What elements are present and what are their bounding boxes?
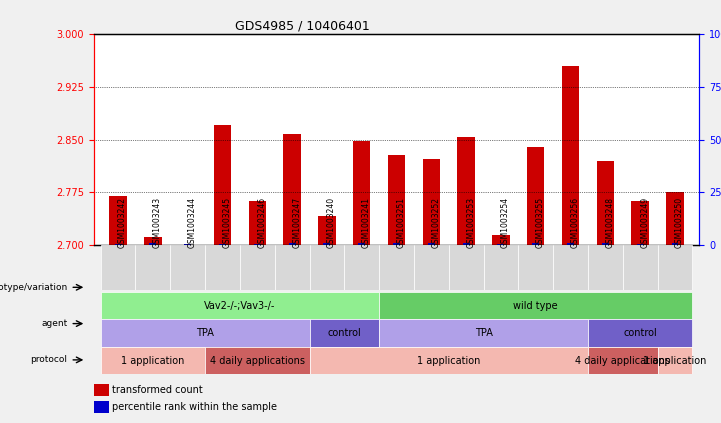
Bar bbox=[309, 245, 345, 290]
Text: GSM1003252: GSM1003252 bbox=[431, 197, 441, 247]
Bar bbox=[379, 319, 588, 347]
Bar bbox=[205, 347, 309, 374]
Text: percentile rank within the sample: percentile rank within the sample bbox=[112, 402, 277, 412]
Bar bbox=[632, 201, 649, 245]
Bar bbox=[353, 141, 371, 245]
Bar bbox=[588, 319, 692, 347]
Bar bbox=[588, 245, 623, 290]
Bar bbox=[492, 235, 510, 245]
Text: genotype/variation: genotype/variation bbox=[0, 283, 68, 292]
Bar bbox=[101, 319, 309, 347]
Text: 4 daily applications: 4 daily applications bbox=[575, 356, 671, 365]
Text: GSM1003242: GSM1003242 bbox=[118, 197, 127, 247]
Bar bbox=[110, 196, 127, 245]
Bar bbox=[658, 347, 692, 374]
Bar bbox=[309, 347, 588, 374]
Text: GSM1003250: GSM1003250 bbox=[675, 196, 684, 247]
Bar bbox=[497, 244, 505, 245]
Text: protocol: protocol bbox=[30, 355, 68, 364]
Bar bbox=[101, 245, 136, 290]
Bar bbox=[484, 245, 518, 290]
Bar bbox=[388, 155, 405, 245]
Bar bbox=[283, 134, 301, 245]
Text: GSM1003255: GSM1003255 bbox=[536, 196, 545, 247]
Bar bbox=[101, 347, 205, 374]
Bar bbox=[115, 244, 122, 245]
Bar bbox=[658, 245, 692, 290]
Bar bbox=[428, 243, 435, 245]
Text: TPA: TPA bbox=[474, 328, 492, 338]
Text: GSM1003244: GSM1003244 bbox=[187, 196, 197, 247]
Text: GSM1003246: GSM1003246 bbox=[257, 196, 266, 247]
Text: Vav2-/-;Vav3-/-: Vav2-/-;Vav3-/- bbox=[204, 301, 275, 310]
Bar bbox=[214, 126, 231, 245]
Text: GSM1003243: GSM1003243 bbox=[153, 196, 162, 247]
Bar bbox=[240, 245, 275, 290]
Text: control: control bbox=[624, 328, 657, 338]
Bar bbox=[527, 147, 544, 245]
Text: GSM1003241: GSM1003241 bbox=[362, 197, 371, 247]
Bar bbox=[457, 137, 475, 245]
Bar bbox=[205, 245, 240, 290]
Bar bbox=[318, 216, 336, 245]
Bar bbox=[671, 243, 678, 245]
Bar bbox=[136, 245, 170, 290]
Bar bbox=[94, 384, 109, 396]
Bar bbox=[288, 243, 296, 245]
Bar bbox=[149, 243, 156, 245]
Bar bbox=[567, 243, 574, 245]
Text: TPA: TPA bbox=[196, 328, 214, 338]
Bar bbox=[562, 66, 579, 245]
Text: 4 daily applications: 4 daily applications bbox=[210, 356, 305, 365]
Bar bbox=[448, 245, 484, 290]
Text: wild type: wild type bbox=[513, 301, 558, 310]
Bar bbox=[379, 292, 692, 319]
Bar bbox=[414, 245, 448, 290]
Bar bbox=[275, 245, 309, 290]
Bar bbox=[101, 292, 379, 319]
Text: GSM1003245: GSM1003245 bbox=[223, 196, 231, 247]
Bar bbox=[463, 243, 469, 245]
Text: 1 application: 1 application bbox=[121, 356, 185, 365]
Text: agent: agent bbox=[41, 319, 68, 328]
Bar bbox=[254, 244, 261, 245]
Bar bbox=[602, 243, 609, 245]
Bar bbox=[358, 243, 366, 245]
Text: GSM1003249: GSM1003249 bbox=[640, 196, 649, 247]
Bar bbox=[666, 192, 684, 245]
Text: GSM1003251: GSM1003251 bbox=[397, 197, 405, 247]
Text: 1 application: 1 application bbox=[417, 356, 480, 365]
Bar bbox=[170, 245, 205, 290]
Bar bbox=[249, 201, 266, 245]
Text: GSM1003240: GSM1003240 bbox=[327, 196, 336, 247]
Text: transformed count: transformed count bbox=[112, 385, 203, 395]
Bar bbox=[219, 244, 226, 245]
Bar bbox=[144, 237, 162, 245]
Bar bbox=[379, 245, 414, 290]
Bar bbox=[324, 243, 330, 245]
Bar bbox=[393, 243, 400, 245]
Bar bbox=[637, 244, 644, 245]
Bar bbox=[345, 245, 379, 290]
Bar bbox=[518, 245, 553, 290]
Bar bbox=[588, 347, 658, 374]
Text: control: control bbox=[327, 328, 361, 338]
Bar bbox=[309, 319, 379, 347]
Text: GSM1003254: GSM1003254 bbox=[501, 196, 510, 247]
Bar bbox=[532, 243, 539, 245]
Text: GSM1003253: GSM1003253 bbox=[466, 196, 475, 247]
Text: 1 application: 1 application bbox=[643, 356, 707, 365]
Bar bbox=[623, 245, 658, 290]
Text: GDS4985 / 10406401: GDS4985 / 10406401 bbox=[236, 19, 370, 32]
Bar bbox=[597, 161, 614, 245]
Bar bbox=[185, 244, 191, 245]
Text: GSM1003248: GSM1003248 bbox=[606, 197, 614, 247]
Bar bbox=[423, 159, 440, 245]
Text: GSM1003256: GSM1003256 bbox=[570, 196, 580, 247]
Text: GSM1003247: GSM1003247 bbox=[292, 196, 301, 247]
Bar bbox=[553, 245, 588, 290]
Bar bbox=[94, 401, 109, 413]
